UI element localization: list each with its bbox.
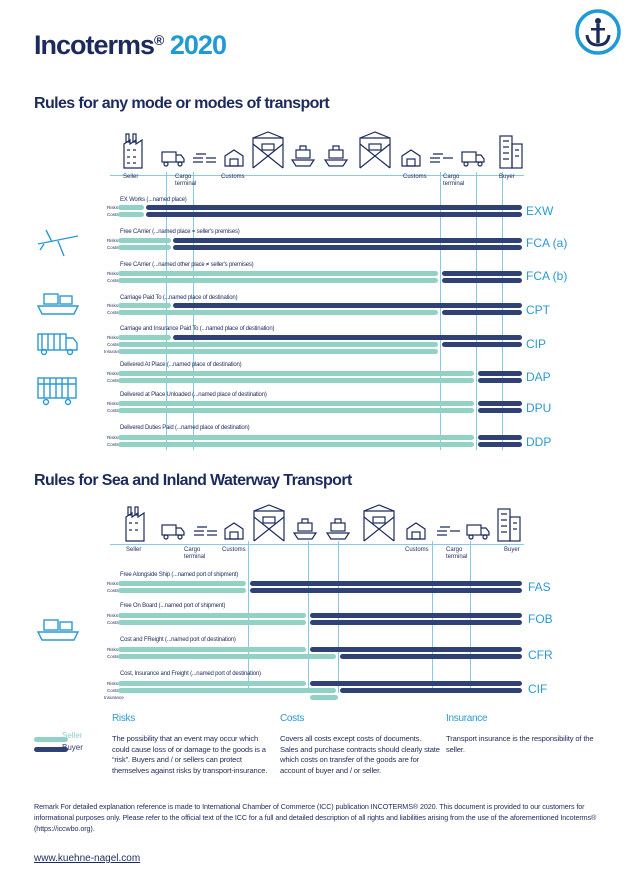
truck-icon [161,151,185,167]
legend-buyer: Buyer [62,743,83,752]
ship-icon [36,293,80,315]
page-title: Incoterms® 2020 [34,30,227,60]
code-fca-a: FCA (a) [526,236,568,250]
code-ddp: DDP [526,435,552,449]
stage-customs: Customs [222,547,246,553]
factory-icon [123,133,143,169]
building-icon [497,508,521,542]
supply-chain-icons [125,504,521,542]
pallet-icon [430,153,453,163]
supply-chain-icons [123,131,523,169]
code-cif: CIF [528,682,548,696]
warehouse-icon [401,149,421,167]
ship-icon [292,518,318,540]
costs-text: Covers all costs except costs of documen… [280,734,440,775]
costs-title: Costs [280,713,305,724]
legend-seller: Seller [62,731,83,740]
code-fob: FOB [528,612,553,626]
code-dpu: DPU [526,401,552,415]
stage-cargo-terminal: Cargo terminal [443,174,465,187]
truck-icon [161,524,185,540]
ship-icon [325,518,351,540]
crane-icon [359,131,391,169]
stage-buyer: Buyer [504,547,520,553]
section2-title: Rules for Sea and Inland Waterway Transp… [34,472,352,489]
code-cfr: CFR [528,648,553,662]
stage-cargo-terminal: Cargo terminal [184,547,206,560]
truck-icon [466,524,490,540]
transport-modes [36,229,80,406]
building-icon [499,135,523,169]
warehouse-icon [224,522,244,540]
pallet-icon [194,526,217,536]
code-fas: FAS [528,580,551,594]
risks-text: The possibility that an event may occur … [112,734,268,775]
warehouse-icon [224,149,244,167]
train-icon [37,377,77,406]
code-dap: DAP [526,370,551,384]
risks-title: Risks [112,713,135,724]
stage-seller: Seller [126,547,142,553]
stage-cargo-terminal: Cargo terminal [175,174,197,187]
section1-title: Rules for any mode or modes of transport [34,95,330,112]
truck-icon [461,151,485,167]
pallet-icon [437,526,460,536]
ship-icon [36,619,80,641]
crane-icon [252,131,284,169]
ship-icon [323,145,349,167]
stage-customs: Customs [403,174,427,180]
insurance-text: Transport insurance is the responsibilit… [446,734,594,754]
factory-icon [125,506,145,542]
warehouse-icon [406,522,426,540]
crane-icon [253,504,285,542]
plane-icon [37,229,79,257]
code-fca-b: FCA (b) [526,269,568,283]
ship-icon [290,145,316,167]
code-exw: EXW [526,204,554,218]
code-cpt: CPT [526,303,550,317]
pallet-icon [193,153,216,163]
anchor-logo-icon [575,9,621,55]
remark-text: Remark For detailed explanation referenc… [34,802,597,833]
code-cip: CIP [526,337,547,351]
stage-cargo-terminal: Cargo terminal [446,547,468,560]
stage-customs: Customs [405,547,429,553]
stage-seller: Seller [123,174,139,180]
stage-customs: Customs [221,174,245,180]
website-link[interactable]: www.kuehne-nagel.com [34,853,141,864]
insurance-title: Insurance [446,713,488,724]
truck-icon [37,333,78,356]
crane-icon [363,504,395,542]
stage-buyer: Buyer [499,174,515,180]
